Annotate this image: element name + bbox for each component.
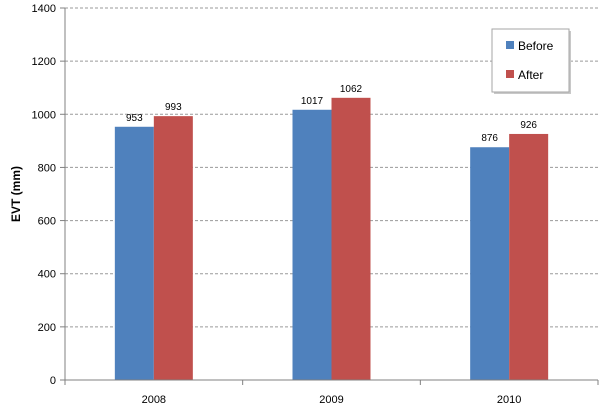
x-tick-label: 2008 bbox=[142, 394, 166, 406]
data-label-before-2010: 876 bbox=[481, 133, 498, 144]
bar-after-2008 bbox=[153, 116, 193, 380]
data-label-before-2008: 953 bbox=[126, 113, 143, 124]
legend-box bbox=[491, 28, 570, 93]
bar-before-2008 bbox=[114, 126, 154, 380]
y-tick-label: 1200 bbox=[32, 56, 56, 68]
bar-before-2009 bbox=[292, 109, 332, 381]
legend-label-before: Before bbox=[518, 39, 554, 53]
y-tick-label: 1000 bbox=[32, 109, 56, 121]
y-tick-labels: 0 200 400 600 800 1000 1200 1400 bbox=[32, 3, 56, 387]
y-tick-label: 400 bbox=[38, 269, 56, 281]
axes bbox=[60, 7, 599, 385]
legend-swatch-after bbox=[506, 70, 514, 78]
data-label-after-2008: 993 bbox=[165, 102, 182, 113]
bar-before-2010 bbox=[470, 147, 510, 380]
y-tick-label: 800 bbox=[38, 162, 56, 174]
data-label-after-2010: 926 bbox=[520, 120, 537, 131]
y-tick-label: 600 bbox=[38, 216, 56, 228]
bar-after-2009 bbox=[331, 97, 371, 380]
y-tick-label: 0 bbox=[50, 375, 56, 387]
y-axis-title: EVT (mm) bbox=[9, 166, 23, 222]
data-label-after-2009: 1062 bbox=[340, 84, 363, 95]
x-tick-labels: 2008 2009 2010 bbox=[142, 394, 522, 406]
y-tick-label: 1400 bbox=[32, 3, 56, 15]
x-tick-label: 2010 bbox=[497, 394, 521, 406]
legend: Before After bbox=[491, 28, 571, 94]
bar-after-2010 bbox=[509, 133, 549, 380]
data-label-before-2009: 1017 bbox=[301, 96, 324, 107]
x-tick-label: 2009 bbox=[319, 394, 343, 406]
bars bbox=[114, 97, 549, 381]
legend-label-after: After bbox=[518, 68, 543, 82]
data-labels: 953 993 1017 1062 876 926 bbox=[126, 84, 537, 144]
y-tick-label: 200 bbox=[38, 322, 56, 334]
legend-swatch-before bbox=[506, 41, 514, 49]
